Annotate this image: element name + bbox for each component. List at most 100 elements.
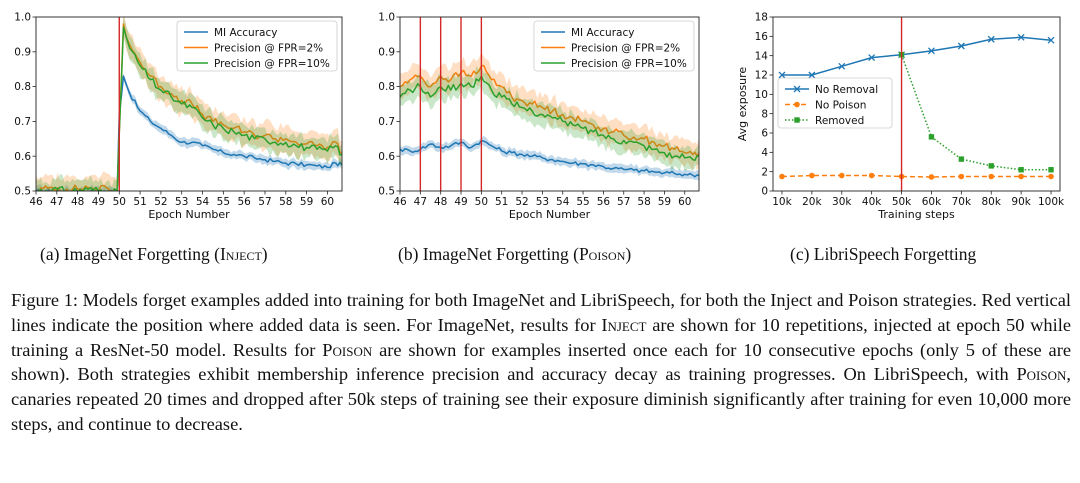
marker-point (1048, 167, 1054, 173)
x-axis-label: Training steps (877, 208, 955, 221)
x-tick-label: 48 (434, 196, 447, 208)
y-tick-label: 10 (755, 89, 768, 101)
axes-frame (399, 16, 700, 192)
band-3 (400, 65, 699, 172)
marker-point (958, 173, 965, 180)
marker-point (927, 47, 935, 55)
legend-label: Precision @ FPR=10% (214, 58, 330, 70)
y-tick-label: 16 (755, 31, 769, 43)
band-2 (36, 17, 342, 191)
y-axis-label: Avg exposure (736, 67, 749, 142)
x-tick-label: 55 (576, 196, 589, 208)
marker-point (1018, 173, 1024, 180)
marker-point (808, 71, 816, 79)
x-tick-label: 47 (50, 196, 63, 208)
legend-label: Precision @ FPR=2% (214, 42, 323, 54)
y-tick-label: 0.6 (378, 151, 395, 163)
figure-panels: 46 47 48 49 50 51 52 53 54 55 56 57 58 59 600.50.60.70… (14, 12, 1065, 221)
x-tick-label: 49 (454, 196, 467, 208)
x-tick-label: 54 (196, 196, 210, 208)
x-tick-label: 52 (515, 196, 528, 208)
band-1 (36, 73, 342, 191)
x-tick-label: 54 (556, 196, 570, 208)
x-tick-label: 50 (113, 196, 126, 208)
subcaption-c: (c) LibriSpeech Forgetting (790, 244, 977, 264)
series-line-3 (900, 54, 1052, 171)
axes-frame (35, 16, 343, 192)
y-tick-label: 12 (755, 70, 768, 82)
x-tick-label: 50k (892, 196, 912, 208)
y-tick-label: 1.0 (378, 12, 395, 24)
chart-c: 10k 20k 30k 40k 50k 60k 70k 80k 90k 100k 0 2 4 6 8 10 12… (736, 12, 1065, 221)
x-tick-label: 30k (832, 196, 852, 208)
marker-point (987, 35, 995, 43)
series-line-1 (781, 36, 1052, 76)
x-tick-label: 56 (237, 196, 251, 208)
y-tick-label: 18 (755, 12, 768, 24)
subcaption-b: (b) ImageNet Forgetting (Poison) (398, 244, 632, 264)
x-tick-label: 46 (393, 196, 407, 208)
y-tick-label: 1.0 (14, 12, 31, 24)
x-tick-label: 20k (802, 196, 822, 208)
x-axis-label: Epoch Number (148, 208, 230, 221)
legend: MI Accuracy Precision @ FPR=2% Precision @… (176, 20, 338, 72)
x-tick-label: 53 (536, 196, 549, 208)
marker-point (809, 172, 815, 179)
x-tick-label: 100k (1038, 196, 1065, 208)
x-tick-label: 70k (952, 196, 972, 208)
legend-label: Precision @ FPR=10% (571, 58, 687, 70)
x-tick-label: 51 (133, 196, 146, 208)
legend: MI Accuracy Precision @ FPR=2% Precision @… (533, 20, 695, 72)
y-tick-label: 0.9 (378, 46, 395, 58)
x-tick-label: 51 (495, 196, 508, 208)
y-tick-label: 0.8 (14, 81, 31, 93)
x-tick-label: 50 (475, 196, 488, 208)
marker-point (1018, 167, 1024, 173)
x-tick-label: 60 (678, 196, 691, 208)
marker-point (779, 173, 785, 180)
series-line-2 (400, 64, 699, 157)
legend-label: No Poison (815, 99, 866, 111)
series-line-3 (36, 26, 342, 191)
chart-a: 46 47 48 49 50 51 52 53 54 55 56 57 58 59 60 0.5 0.6 0.7 0… (14, 12, 343, 221)
x-tick-label: 60 (321, 196, 334, 208)
marker-point (778, 71, 786, 79)
series-line-3 (400, 75, 699, 162)
legend-label: No Removal (815, 84, 878, 96)
x-tick-label: 59 (658, 196, 671, 208)
y-tick-label: 0.9 (14, 46, 31, 58)
marker-point (838, 62, 846, 70)
marker-point (928, 174, 935, 180)
y-tick-label: 0 (761, 186, 768, 198)
series-line-1 (36, 75, 342, 191)
x-tick-label: 47 (414, 196, 427, 208)
x-tick-label: 40k (862, 196, 882, 208)
marker-point (1047, 36, 1055, 44)
y-tick-label: 6 (761, 128, 768, 140)
marker-point (958, 156, 965, 162)
axes-frame (772, 16, 1061, 192)
figure-caption: Figure 1: Models forget examples added i… (11, 290, 1072, 434)
x-tick-label: 80k (982, 196, 1002, 208)
legend-label: Removed (815, 115, 864, 127)
x-tick-label: 55 (217, 196, 230, 208)
series-line-2 (781, 174, 1052, 178)
x-tick-label: 49 (92, 196, 105, 208)
plot-area (400, 17, 699, 191)
y-tick-label: 4 (761, 147, 768, 159)
y-tick-label: 8 (761, 108, 768, 120)
x-tick-label: 59 (300, 196, 313, 208)
legend-box (176, 20, 338, 72)
legend-box (777, 77, 893, 129)
plot-area (778, 17, 1055, 191)
legend-label: MI Accuracy (571, 27, 634, 39)
marker-point (928, 134, 935, 140)
y-tick-label: 14 (755, 50, 769, 62)
legend: No Removal No Poison Removed (777, 77, 893, 129)
x-tick-label: 56 (597, 196, 611, 208)
y-tick-label: 2 (761, 166, 768, 178)
marker-point (868, 54, 876, 62)
marker-point (957, 42, 965, 50)
x-tick-label: 57 (258, 196, 271, 208)
legend-box (533, 20, 695, 72)
